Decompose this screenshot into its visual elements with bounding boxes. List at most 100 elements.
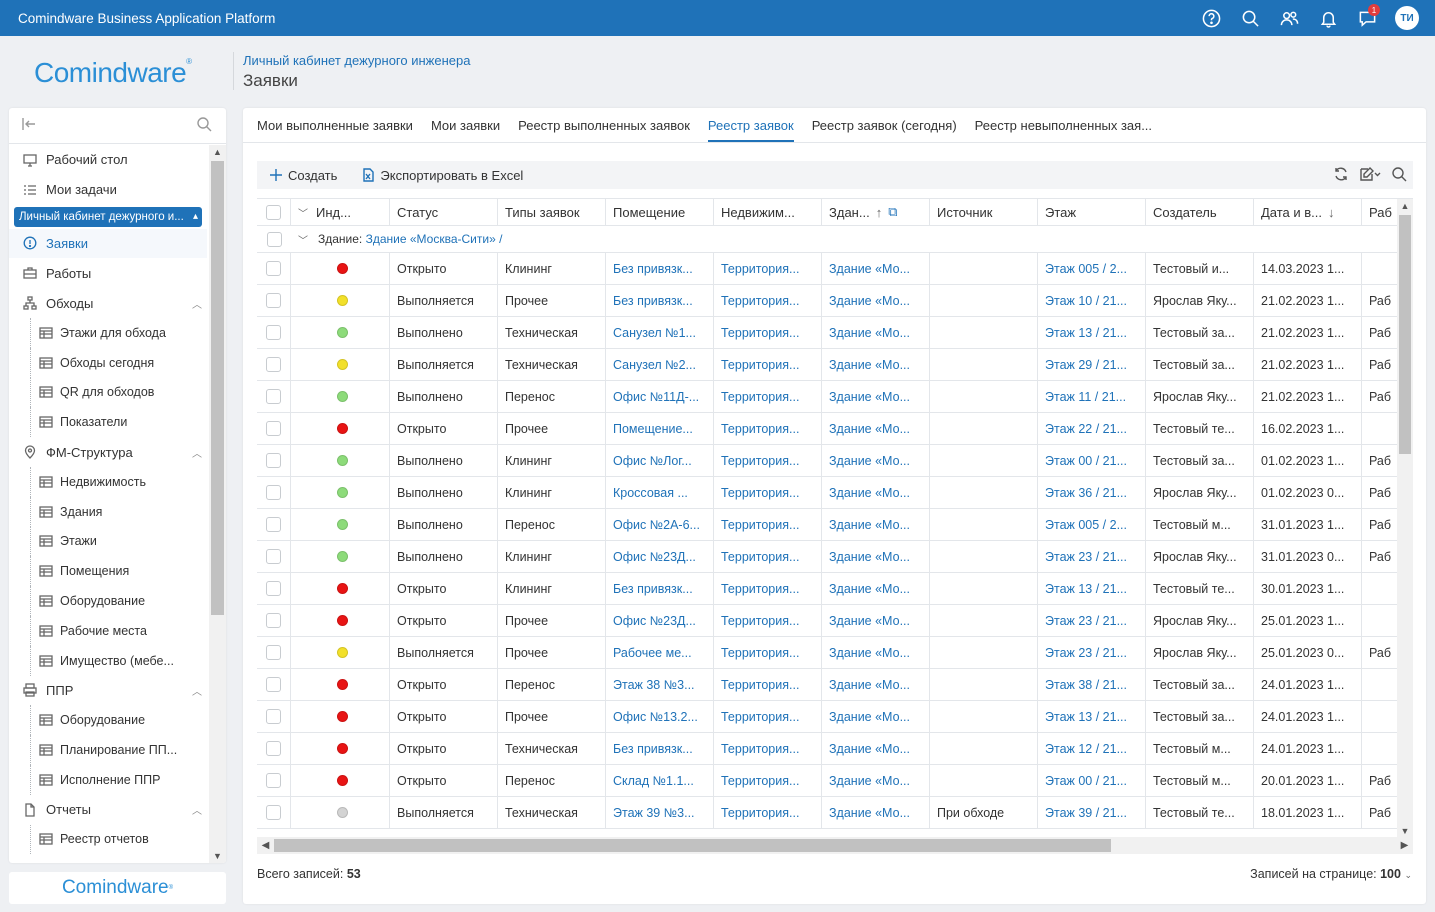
cell-floor[interactable]: Этаж 11 / 21... bbox=[1038, 381, 1146, 412]
chevron-up-icon[interactable]: ︿ bbox=[192, 686, 202, 698]
export-excel-button[interactable]: Экспортировать в Excel bbox=[349, 168, 535, 183]
cell-building[interactable]: Здание «Мо... bbox=[822, 477, 930, 508]
sidebar-sub-item-17[interactable]: Планирование ПП... bbox=[9, 735, 207, 765]
row-checkbox[interactable] bbox=[257, 573, 291, 604]
column-header-0[interactable]: ﹀ Инд... bbox=[291, 199, 390, 225]
table-row[interactable]: Открыто Клининг Без привязк... Территория..… bbox=[257, 573, 1397, 605]
table-row[interactable]: Открыто Прочее Офис №23Д... Территория... Зд… bbox=[257, 605, 1397, 637]
cell-realty[interactable]: Территория... bbox=[714, 541, 822, 572]
tab-2[interactable]: Реестр выполненных заявок bbox=[518, 117, 690, 133]
cell-floor[interactable]: Этаж 23 / 21... bbox=[1038, 605, 1146, 636]
sidebar-item-0[interactable]: Рабочий стол bbox=[9, 145, 207, 175]
cell-realty[interactable]: Территория... bbox=[714, 285, 822, 316]
cell-realty[interactable]: Территория... bbox=[714, 669, 822, 700]
create-button[interactable]: Создать bbox=[257, 168, 349, 183]
row-checkbox[interactable] bbox=[257, 733, 291, 764]
cell-room[interactable]: Санузел №1... bbox=[606, 317, 714, 348]
table-row[interactable]: Выполнено Клининг Кроссовая ... Территория.… bbox=[257, 477, 1397, 509]
cell-building[interactable]: Здание «Мо... bbox=[822, 509, 930, 540]
sidebar-search-icon[interactable] bbox=[196, 116, 212, 135]
column-header-10[interactable]: Раб bbox=[1369, 204, 1392, 220]
sidebar-sub-item-2[interactable]: Обходы ︿ bbox=[9, 288, 207, 318]
row-checkbox[interactable] bbox=[257, 477, 291, 508]
cell-room[interactable]: Офис №23Д... bbox=[606, 541, 714, 572]
sidebar-sub-item-5[interactable]: QR для обходов bbox=[9, 377, 207, 408]
cell-room[interactable]: Этаж 39 №3... bbox=[606, 797, 714, 828]
sidebar-sub-item-13[interactable]: Рабочие места bbox=[9, 615, 207, 646]
table-row[interactable]: Выполняется Прочее Рабочее ме... Территория… bbox=[257, 637, 1397, 669]
group-value[interactable]: Здание «Москва-Сити» / bbox=[365, 232, 503, 246]
row-checkbox[interactable] bbox=[257, 445, 291, 476]
cell-room[interactable]: Склад №1.1... bbox=[606, 765, 714, 796]
cell-room[interactable]: Помещение... bbox=[606, 413, 714, 444]
table-row[interactable]: Открыто Перенос Этаж 38 №3... Территория...… bbox=[257, 669, 1397, 701]
row-checkbox[interactable] bbox=[257, 669, 291, 700]
cell-building[interactable]: Здание «Мо... bbox=[822, 701, 930, 732]
sidebar-sub-item-1[interactable]: Работы bbox=[9, 258, 207, 288]
row-checkbox[interactable] bbox=[257, 509, 291, 540]
cell-realty[interactable]: Территория... bbox=[714, 317, 822, 348]
cell-realty[interactable]: Территория... bbox=[714, 253, 822, 284]
cell-building[interactable]: Здание «Мо... bbox=[822, 637, 930, 668]
table-row[interactable]: Открыто Прочее Помещение... Территория... Зд… bbox=[257, 413, 1397, 445]
table-row[interactable]: Выполнено Клининг Офис №23Д... Территория..… bbox=[257, 541, 1397, 573]
cell-floor[interactable]: Этаж 13 / 21... bbox=[1038, 701, 1146, 732]
table-row[interactable]: Выполнено Перенос Офис №11Д-... Территория.… bbox=[257, 381, 1397, 413]
cell-realty[interactable]: Территория... bbox=[714, 413, 822, 444]
tab-0[interactable]: Мои выполненные заявки bbox=[257, 117, 413, 133]
cell-room[interactable]: Офис №11Д-... bbox=[606, 381, 714, 412]
column-header-7[interactable]: Этаж bbox=[1038, 199, 1146, 225]
messages-icon[interactable]: 1 bbox=[1348, 0, 1387, 36]
table-row[interactable]: Выполняется Техническая Этаж 39 №3... Терри… bbox=[257, 797, 1397, 829]
cell-building[interactable]: Здание «Мо... bbox=[822, 381, 930, 412]
row-checkbox[interactable] bbox=[257, 253, 291, 284]
cell-floor[interactable]: Этаж 10 / 21... bbox=[1038, 285, 1146, 316]
sidebar-sub-item-10[interactable]: Этажи bbox=[9, 526, 207, 557]
cell-building[interactable]: Здание «Мо... bbox=[822, 413, 930, 444]
help-icon[interactable] bbox=[1192, 0, 1231, 36]
table-row[interactable]: Открыто Техническая Без привязк... Территор… bbox=[257, 733, 1397, 765]
copy-icon[interactable]: ⧉ bbox=[888, 204, 898, 219]
cell-floor[interactable]: Этаж 12 / 21... bbox=[1038, 733, 1146, 764]
cell-floor[interactable]: Этаж 005 / 2... bbox=[1038, 253, 1146, 284]
column-header-9[interactable]: Дата и в... ↓ bbox=[1254, 199, 1362, 225]
records-per-page[interactable]: Записей на странице: 100 ⌄ bbox=[1250, 867, 1412, 881]
cell-realty[interactable]: Территория... bbox=[714, 733, 822, 764]
cell-building[interactable]: Здание «Мо... bbox=[822, 253, 930, 284]
collapse-sidebar-icon[interactable] bbox=[21, 116, 37, 135]
sidebar-sub-item-19[interactable]: Отчеты ︿ bbox=[9, 795, 207, 825]
sort-asc-icon[interactable]: ↑ bbox=[875, 204, 883, 220]
cell-room[interactable]: Офис №13.2... bbox=[606, 701, 714, 732]
tab-5[interactable]: Реестр невыполненных зая... bbox=[974, 117, 1153, 133]
sidebar-sub-item-9[interactable]: Здания bbox=[9, 496, 207, 527]
cell-realty[interactable]: Территория... bbox=[714, 637, 822, 668]
tab-1[interactable]: Мои заявки bbox=[430, 117, 501, 133]
bell-icon[interactable] bbox=[1309, 0, 1348, 36]
sidebar-sub-item-18[interactable]: Исполнение ППР bbox=[9, 764, 207, 795]
cell-building[interactable]: Здание «Мо... bbox=[822, 573, 930, 604]
table-row[interactable]: Выполнено Клининг Офис №Лог... Территория..… bbox=[257, 445, 1397, 477]
avatar[interactable]: ТИ bbox=[1395, 6, 1419, 30]
cell-building[interactable]: Здание «Мо... bbox=[822, 669, 930, 700]
cell-room[interactable]: Без привязк... bbox=[606, 253, 714, 284]
cell-room[interactable]: Без привязк... bbox=[606, 573, 714, 604]
column-header-3[interactable]: Помещение bbox=[606, 199, 714, 225]
cell-realty[interactable]: Территория... bbox=[714, 445, 822, 476]
row-checkbox[interactable] bbox=[257, 285, 291, 316]
sidebar-sub-item-20[interactable]: Реестр отчетов bbox=[9, 824, 207, 855]
sidebar-sub-item-16[interactable]: Оборудование bbox=[9, 705, 207, 736]
cell-building[interactable]: Здание «Мо... bbox=[822, 317, 930, 348]
cell-realty[interactable]: Территория... bbox=[714, 797, 822, 828]
cell-floor[interactable]: Этаж 13 / 21... bbox=[1038, 573, 1146, 604]
table-row[interactable]: Открыто Клининг Без привязк... Территория..… bbox=[257, 253, 1397, 285]
chevron-up-icon[interactable]: ︿ bbox=[192, 448, 202, 460]
select-all-checkbox[interactable] bbox=[257, 199, 291, 225]
sidebar-sub-item-15[interactable]: ППР ︿ bbox=[9, 676, 207, 706]
table-row[interactable]: Открыто Перенос Склад №1.1... Территория...… bbox=[257, 765, 1397, 797]
cell-floor[interactable]: Этаж 23 / 21... bbox=[1038, 541, 1146, 572]
tab-4[interactable]: Реестр заявок (сегодня) bbox=[811, 117, 957, 133]
cell-building[interactable]: Здание «Мо... bbox=[822, 797, 930, 828]
row-checkbox[interactable] bbox=[257, 637, 291, 668]
cell-floor[interactable]: Этаж 23 / 21... bbox=[1038, 637, 1146, 668]
cell-room[interactable]: Этаж 38 №3... bbox=[606, 669, 714, 700]
